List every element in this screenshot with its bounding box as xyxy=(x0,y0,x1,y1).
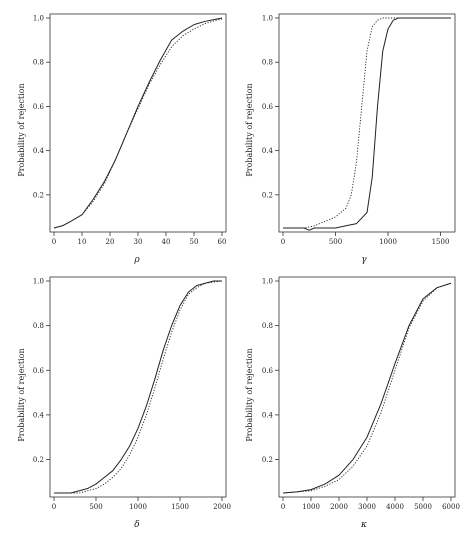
x-tick-label-gamma-1500: 1500 xyxy=(432,238,450,246)
x-tick-label-rho-10: 10 xyxy=(78,238,87,246)
y-tick-label-kappa-0.6: 0.6 xyxy=(262,367,274,375)
y-tick-label-gamma-0.2: 0.2 xyxy=(262,191,273,199)
x-tick-label-delta-0: 0 xyxy=(52,503,56,511)
y-tick-label-delta-0.2: 0.2 xyxy=(33,456,44,464)
y-tick-label-rho-0.2: 0.2 xyxy=(33,191,44,199)
xlabel-rho: ρ xyxy=(133,255,140,265)
y-tick-label-gamma-0.4: 0.4 xyxy=(262,147,274,155)
series-line-delta-solid xyxy=(54,280,222,494)
series-line-rho-dotted xyxy=(53,18,223,229)
series-line-gamma-solid xyxy=(283,17,451,231)
ylabel-gamma: Probability of rejection xyxy=(245,83,254,176)
y-tick-label-kappa-0.8: 0.8 xyxy=(262,322,273,330)
panel-delta: δ Probability of rejection 0 500 1000 1500 2… xyxy=(17,276,231,530)
series-line-gamma-dotted xyxy=(283,17,451,229)
x-tick-label-gamma-1000: 1000 xyxy=(379,238,397,246)
plot-frame-rho xyxy=(49,13,227,233)
y-tick-label-kappa-0.2: 0.2 xyxy=(262,456,273,464)
x-tick-label-kappa-2000: 2000 xyxy=(330,503,348,511)
y-tick-label-delta-1.0: 1.0 xyxy=(33,278,44,286)
x-tick-label-gamma-0: 0 xyxy=(281,238,285,246)
series-line-kappa-solid xyxy=(282,282,452,494)
x-tick-label-rho-0: 0 xyxy=(52,238,56,246)
panel-gamma: γ Probability of rejection 0 500 1000 1500 0… xyxy=(245,13,456,265)
y-tick-label-kappa-0.4: 0.4 xyxy=(262,411,274,419)
series-line-delta-dotted xyxy=(54,280,223,494)
xlabel-kappa: κ xyxy=(360,520,367,530)
x-tick-label-rho-60: 60 xyxy=(218,238,227,246)
x-tick-label-delta-1500: 1500 xyxy=(171,503,189,511)
y-tick-label-rho-0.6: 0.6 xyxy=(33,103,45,111)
x-tick-label-rho-20: 20 xyxy=(106,238,115,246)
y-tick-label-gamma-0.6: 0.6 xyxy=(262,103,274,111)
xlabel-gamma: γ xyxy=(361,255,367,265)
x-tick-label-delta-500: 500 xyxy=(89,503,102,511)
x-tick-label-delta-2000: 2000 xyxy=(213,503,231,511)
x-tick-label-delta-1000: 1000 xyxy=(129,503,147,511)
x-tick-label-kappa-1000: 1000 xyxy=(302,503,320,511)
y-tick-label-gamma-0.8: 0.8 xyxy=(262,59,273,67)
y-tick-label-kappa-1.0: 1.0 xyxy=(262,278,273,286)
series-line-kappa-dotted xyxy=(282,282,452,494)
plot-frame-gamma xyxy=(278,13,456,233)
panel-kappa: κ Probability of rejection 0 1000 2000 3000… xyxy=(245,276,460,530)
y-tick-label-delta-0.8: 0.8 xyxy=(33,322,44,330)
ylabel-delta: Probability of rejection xyxy=(17,348,26,441)
y-tick-label-rho-1.0: 1.0 xyxy=(33,15,44,23)
series-line-rho-solid xyxy=(53,17,223,229)
x-tick-label-kappa-5000: 5000 xyxy=(414,503,432,511)
ylabel-kappa: Probability of rejection xyxy=(245,348,254,441)
panel-rho: ρ Probability of rejection 0 10 20 30 40 50 60… xyxy=(17,13,227,265)
y-tick-label-gamma-1.0: 1.0 xyxy=(262,15,273,23)
x-tick-label-kappa-0: 0 xyxy=(281,503,285,511)
x-tick-label-rho-40: 40 xyxy=(162,238,171,246)
plot-frame-delta xyxy=(49,276,227,498)
y-tick-label-rho-0.8: 0.8 xyxy=(33,59,44,67)
ylabel-rho: Probability of rejection xyxy=(17,83,26,176)
x-tick-label-rho-30: 30 xyxy=(134,238,143,246)
y-tick-label-delta-0.4: 0.4 xyxy=(33,411,45,419)
x-tick-label-rho-50: 50 xyxy=(190,238,199,246)
x-tick-label-gamma-500: 500 xyxy=(329,238,342,246)
x-tick-label-kappa-6000: 6000 xyxy=(442,503,460,511)
x-tick-label-kappa-3000: 3000 xyxy=(358,503,376,511)
y-tick-label-delta-0.6: 0.6 xyxy=(33,367,45,375)
y-tick-label-rho-0.4: 0.4 xyxy=(33,147,45,155)
xlabel-delta: δ xyxy=(134,520,139,530)
plot-frame-kappa xyxy=(278,276,456,498)
x-tick-label-kappa-4000: 4000 xyxy=(386,503,404,511)
